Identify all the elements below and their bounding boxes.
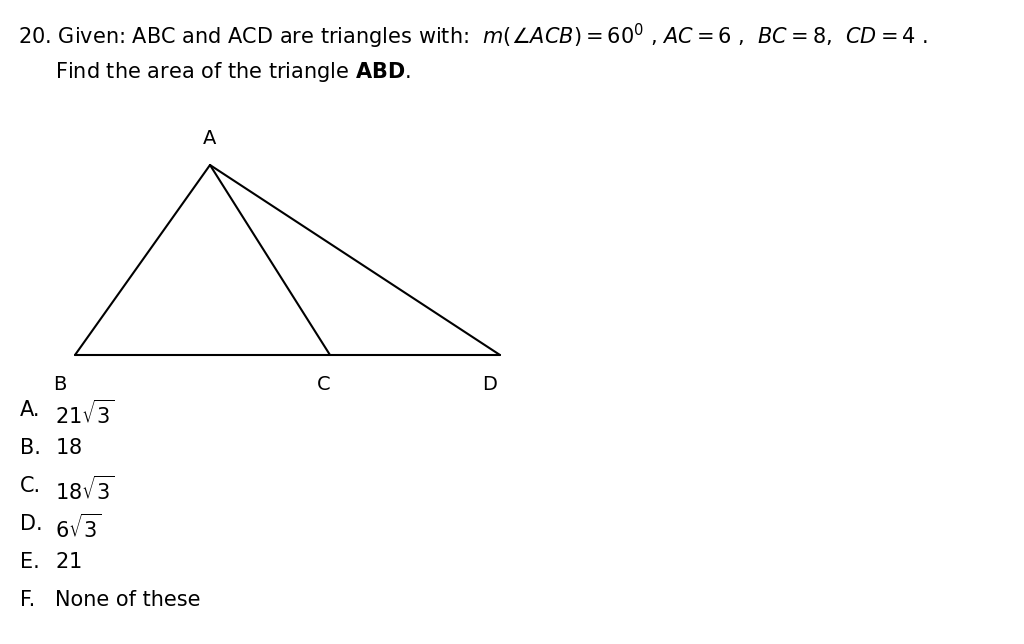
Text: D: D [482, 375, 498, 394]
Text: C: C [317, 375, 331, 394]
Text: F.: F. [20, 590, 35, 610]
Text: 20. Given: ABC and ACD are triangles with:  $m(\angle ACB) = 60^0$ , $AC = 6$ , : 20. Given: ABC and ACD are triangles wit… [18, 22, 928, 52]
Text: A.: A. [20, 400, 41, 420]
Text: $6\sqrt{3}$: $6\sqrt{3}$ [55, 514, 101, 542]
Text: C.: C. [20, 476, 41, 496]
Text: $21$: $21$ [55, 552, 82, 572]
Text: D.: D. [20, 514, 43, 534]
Text: $18\sqrt{3}$: $18\sqrt{3}$ [55, 476, 115, 504]
Text: Find the area of the triangle $\mathbf{ABD}$.: Find the area of the triangle $\mathbf{A… [55, 60, 411, 84]
Text: B: B [53, 375, 67, 394]
Text: E.: E. [20, 552, 40, 572]
Text: None of these: None of these [55, 590, 201, 610]
Text: B.: B. [20, 438, 41, 458]
Text: $18$: $18$ [55, 438, 82, 458]
Text: A: A [204, 129, 217, 148]
Text: $21\sqrt{3}$: $21\sqrt{3}$ [55, 400, 115, 428]
